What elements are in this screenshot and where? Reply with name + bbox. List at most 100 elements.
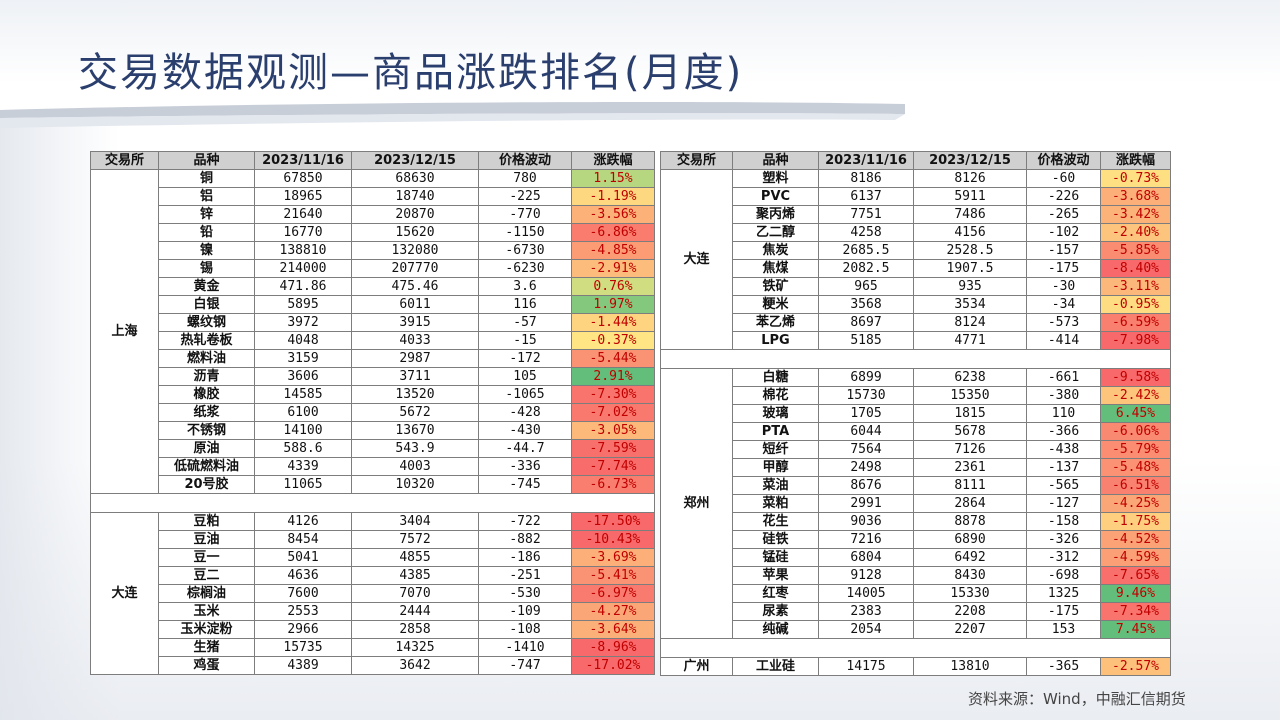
price-end-cell: 68630 (351, 169, 479, 188)
price-start-cell: 6899 (818, 368, 914, 387)
commodity-name-cell: 白银 (158, 295, 255, 314)
table-row: 锰硅 6804 6492 -312 -4.59% (661, 548, 1171, 567)
pct-change-cell: -2.57% (1100, 657, 1171, 676)
table-row: 乙二醇 4258 4156 -102 -2.40% (661, 223, 1171, 242)
price-change-cell: -109 (478, 602, 572, 621)
price-end-cell: 13810 (913, 657, 1027, 676)
pct-change-cell: -17.50% (571, 512, 655, 531)
pct-change-cell: -8.40% (1100, 259, 1171, 278)
pct-change-cell: 9.46% (1100, 584, 1171, 603)
price-change-cell: -225 (478, 187, 572, 206)
price-start-cell: 965 (818, 277, 914, 296)
table-row: 菜油 8676 8111 -565 -6.51% (661, 476, 1171, 495)
commodity-name-cell: 铅 (158, 223, 255, 242)
price-end-cell: 475.46 (351, 277, 479, 296)
price-start-cell: 2966 (254, 620, 352, 639)
pct-change-cell: -7.59% (571, 439, 655, 458)
price-end-cell: 3915 (351, 313, 479, 332)
price-start-cell: 2991 (818, 494, 914, 513)
commodity-name-cell: 铁矿 (732, 277, 819, 296)
pct-change-cell: 6.45% (1100, 404, 1171, 423)
table-row: 苹果 9128 8430 -698 -7.65% (661, 566, 1171, 585)
price-end-cell: 3404 (351, 512, 479, 531)
header-cell: 品种 (158, 151, 255, 170)
price-change-cell: -137 (1026, 458, 1101, 477)
price-change-cell: -6230 (478, 259, 572, 278)
table-row: 铝 18965 18740 -225 -1.19% (91, 187, 655, 206)
commodity-name-cell: 锰硅 (732, 548, 819, 567)
price-change-cell: -530 (478, 584, 572, 603)
pct-change-cell: -7.30% (571, 385, 655, 404)
commodity-name-cell: 生猪 (158, 638, 255, 657)
price-end-cell: 3534 (913, 295, 1027, 314)
price-start-cell: 14100 (254, 421, 352, 440)
table-row: LPG 5185 4771 -414 -7.98% (661, 331, 1171, 350)
price-end-cell: 10320 (351, 475, 479, 494)
price-change-cell: -265 (1026, 205, 1101, 224)
table-row: 锌 21640 20870 -770 -3.56% (91, 205, 655, 224)
price-start-cell: 2685.5 (818, 241, 914, 260)
pct-change-cell: -9.58% (1100, 368, 1171, 387)
table-row: 玻璃 1705 1815 110 6.45% (661, 404, 1171, 423)
source-note: 资料来源：Wind，中融汇信期货 (968, 690, 1186, 708)
pct-change-cell: -6.06% (1100, 422, 1171, 441)
separator-cell (660, 349, 1171, 369)
commodity-name-cell: 甲醇 (732, 458, 819, 477)
price-change-cell: -661 (1026, 368, 1101, 387)
price-end-cell: 15330 (913, 584, 1027, 603)
table-row: 花生 9036 8878 -158 -1.75% (661, 512, 1171, 531)
price-change-cell: 110 (1026, 404, 1101, 423)
price-change-cell: -175 (1026, 602, 1101, 621)
commodity-name-cell: 棕榈油 (158, 584, 255, 603)
pct-change-cell: -3.68% (1100, 187, 1171, 206)
pct-change-cell: -3.56% (571, 205, 655, 224)
pct-change-cell: -3.69% (571, 548, 655, 567)
price-start-cell: 4126 (254, 512, 352, 531)
price-start-cell: 7600 (254, 584, 352, 603)
pct-change-cell: -3.05% (571, 421, 655, 440)
commodity-name-cell: 黄金 (158, 277, 255, 296)
price-end-cell: 6890 (913, 530, 1027, 549)
price-change-cell: -127 (1026, 494, 1101, 513)
table-row: 短纤 7564 7126 -438 -5.79% (661, 440, 1171, 459)
price-start-cell: 1705 (818, 404, 914, 423)
price-end-cell: 8124 (913, 313, 1027, 332)
table-row: 大连 豆粕 4126 3404 -722 -17.50% (90, 512, 655, 675)
price-start-cell: 4636 (254, 566, 352, 585)
commodity-name-cell: 粳米 (732, 295, 819, 314)
price-start-cell: 15730 (818, 386, 914, 405)
price-change-cell: -57 (478, 313, 572, 332)
commodity-name-cell: 硅铁 (732, 530, 819, 549)
price-end-cell: 2864 (913, 494, 1027, 513)
pct-change-cell: -1.75% (1100, 512, 1171, 531)
price-end-cell: 2858 (351, 620, 479, 639)
table-row: PVC 6137 5911 -226 -3.68% (661, 187, 1171, 206)
commodity-name-cell: 豆一 (158, 548, 255, 567)
pct-change-cell: -5.79% (1100, 440, 1171, 459)
price-end-cell: 15350 (913, 386, 1027, 405)
table-row: 玉米 2553 2444 -109 -4.27% (91, 602, 655, 621)
price-start-cell: 138810 (254, 241, 352, 260)
commodity-name-cell: 沥青 (158, 367, 255, 386)
price-change-cell: -1150 (478, 223, 572, 242)
price-end-cell: 7070 (351, 584, 479, 603)
price-change-cell: -565 (1026, 476, 1101, 495)
table-row: 棉花 15730 15350 -380 -2.42% (661, 386, 1171, 405)
commodity-name-cell: 花生 (732, 512, 819, 531)
commodity-name-cell: 螺纹钢 (158, 313, 255, 332)
price-end-cell: 3711 (351, 367, 479, 386)
price-change-cell: -44.7 (478, 439, 572, 458)
commodity-name-cell: 菜粕 (732, 494, 819, 513)
price-end-cell: 4156 (913, 223, 1027, 242)
header-cell: 交易所 (90, 151, 159, 170)
price-start-cell: 9128 (818, 566, 914, 585)
price-start-cell: 14585 (254, 385, 352, 404)
commodity-name-cell: 镍 (158, 241, 255, 260)
price-change-cell: -312 (1026, 548, 1101, 567)
commodity-name-cell: 豆二 (158, 566, 255, 585)
price-change-cell: 153 (1026, 620, 1101, 639)
price-change-cell: 780 (478, 169, 572, 188)
price-start-cell: 2082.5 (818, 259, 914, 278)
price-end-cell: 5678 (913, 422, 1027, 441)
commodity-name-cell: 尿素 (732, 602, 819, 621)
